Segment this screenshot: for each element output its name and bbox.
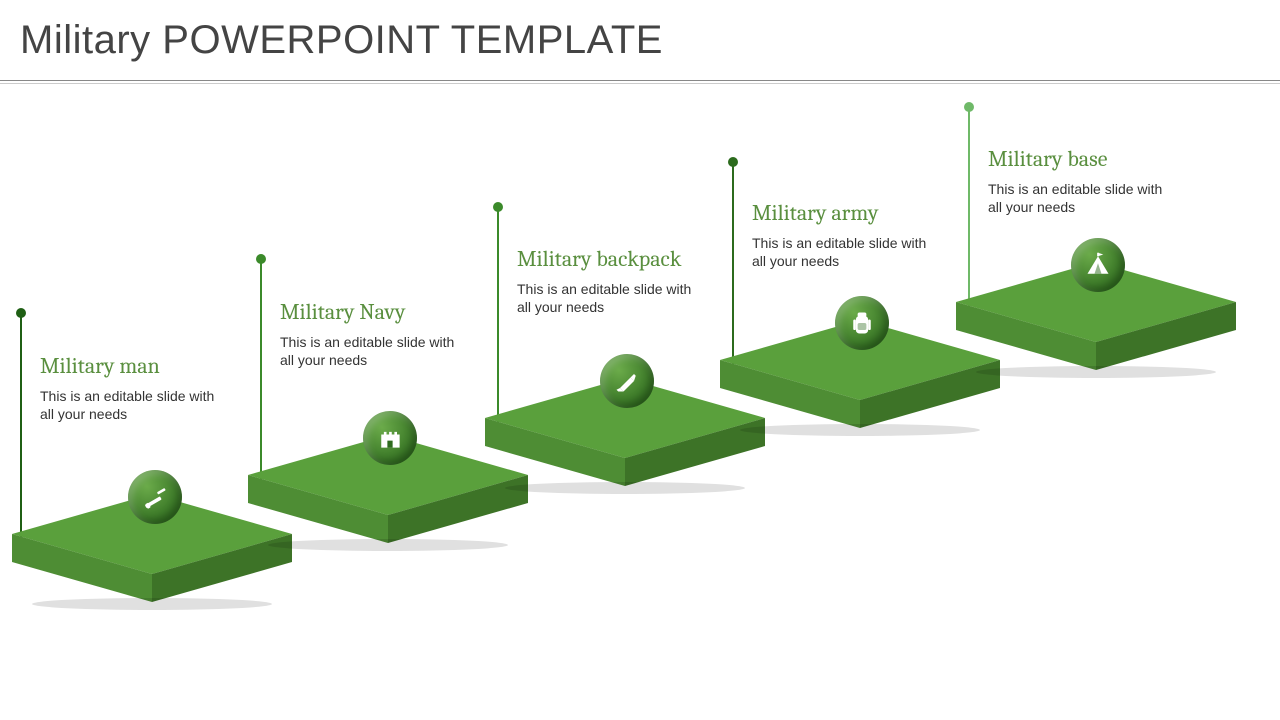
step-text-4: Military army This is an editable slide w… <box>752 200 962 270</box>
step-text-1: Military man This is an editable slide wi… <box>40 353 250 423</box>
step-title-3: Military backpack <box>517 246 727 272</box>
step-text-2: Military Navy This is an editable slide w… <box>280 299 490 369</box>
step-desc-3: This is an editable slide with all your … <box>517 280 707 316</box>
step-title-2: Military Navy <box>280 299 490 325</box>
slide-title: Military POWERPOINT TEMPLATE <box>20 18 663 63</box>
step-title-4: Military army <box>752 200 962 226</box>
tent-icon <box>1071 238 1125 292</box>
step-desc-4: This is an editable slide with all your … <box>752 234 942 270</box>
step-desc-5: This is an editable slide with all your … <box>988 180 1178 216</box>
step-text-3: Military backpack This is an editable sli… <box>517 246 727 316</box>
step-title-5: Military base <box>988 146 1198 172</box>
backpack-icon <box>835 296 889 350</box>
step-desc-2: This is an editable slide with all your … <box>280 333 470 369</box>
bazooka-icon <box>128 470 182 524</box>
title-divider <box>0 80 1280 84</box>
castle-icon <box>363 411 417 465</box>
step-title-1: Military man <box>40 353 250 379</box>
step-desc-1: This is an editable slide with all your … <box>40 387 230 423</box>
missile-icon <box>600 354 654 408</box>
step-text-5: Military base This is an editable slide w… <box>988 146 1198 216</box>
